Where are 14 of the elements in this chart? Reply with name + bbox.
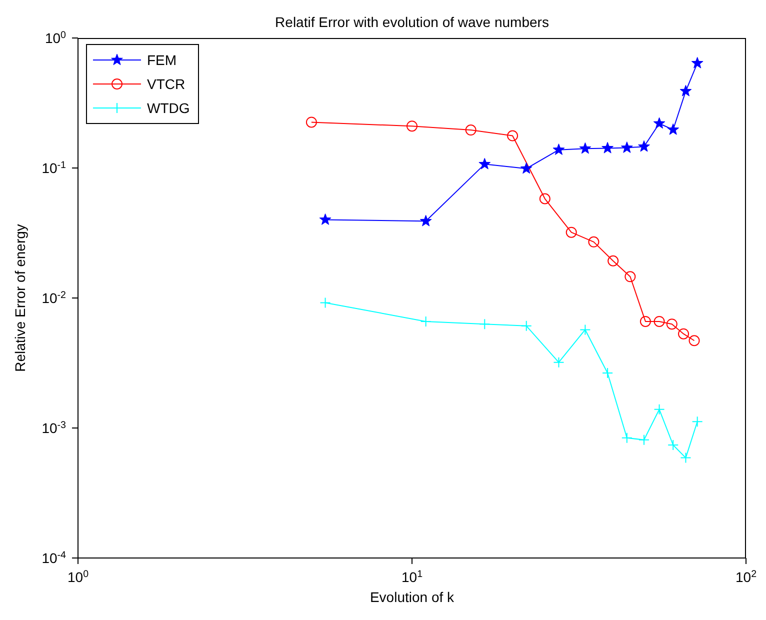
x-axis-title: Evolution of k xyxy=(370,589,456,605)
x-tick-label: 10$^{1}$ xyxy=(401,568,423,585)
y-axis-title: Relative Error of energy xyxy=(12,224,28,372)
legend-label: FEM xyxy=(147,52,177,68)
y-tick-label: 10$^{-3}$ xyxy=(42,420,67,436)
y-tick-label: 10$^{-4}$ xyxy=(42,550,67,566)
x-tick-label: 10$^{2}$ xyxy=(735,568,757,585)
y-tick-label: 10$^{0}$ xyxy=(44,30,67,46)
chart-title: Relatif Error with evolution of wave numbers xyxy=(274,14,550,30)
legend-label: WTDG xyxy=(147,100,190,116)
x-tick-label: 10$^{0}$ xyxy=(67,568,90,585)
y-tick-label: 10$^{-2}$ xyxy=(42,290,66,306)
y-tick-label: 10$^{-1}$ xyxy=(42,160,66,176)
legend-label: VTCR xyxy=(147,76,186,92)
